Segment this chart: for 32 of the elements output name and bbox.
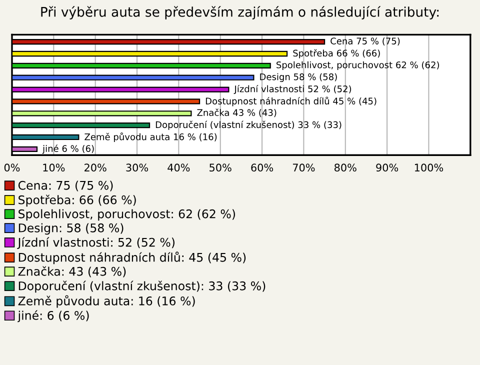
data-label: Země původu auta 16 % (16) [84, 132, 217, 142]
legend-label: Spotřeba: 66 (66 %) [18, 194, 136, 207]
legend-label: Design: 58 (58 %) [18, 223, 124, 235]
legend-label: Dostupnost náhradních dílů: 45 (45 %) [18, 252, 246, 264]
x-tick-label: 100% [414, 164, 444, 172]
legend-label: Značka: 43 (43 %) [18, 266, 126, 278]
legend-label: Doporučení (vlastní zkušenost): 33 (33 %) [18, 280, 266, 293]
legend-label: Cena: 75 (75 %) [18, 180, 113, 192]
legend-label: Země původu auta: 16 (16 %) [18, 295, 195, 308]
x-tick-label: 20% [84, 164, 106, 172]
x-tick-label: 30% [126, 164, 148, 172]
data-label: Spotřeba 66 % (66) [293, 49, 380, 58]
x-tick-label: 60% [251, 164, 274, 172]
data-label: jiné 6 % (6) [42, 144, 94, 154]
legend-label: Spolehlivost, poruchovost: 62 (62 %) [18, 209, 236, 221]
data-label: Spolehlivost, poruchovost 62 % (62) [276, 61, 439, 70]
data-label: Dostupnost náhradních dílů 45 % (45) [206, 96, 376, 106]
x-tick-label: 40% [168, 164, 190, 172]
chart-title: Při výběru auta se především zajímám o následující atributy: [41, 6, 439, 20]
x-tick-label: 0% [4, 164, 20, 172]
legend-label: jiné: 6 (6 %) [18, 310, 89, 322]
data-label: Jízdní vlastnosti 52 % (52) [234, 84, 352, 94]
data-label: Značka 43 % (43) [197, 108, 276, 118]
x-tick-label: 50% [210, 164, 232, 172]
data-label: Doporučení (vlastní zkušenost) 33 % (33) [156, 120, 342, 130]
x-tick-label: 80% [334, 164, 356, 172]
x-tick-label: 90% [376, 164, 398, 172]
x-tick-label: 10% [43, 164, 65, 172]
x-tick-label: 70% [292, 164, 315, 172]
legend-label: Jízdní vlastnosti: 52 (52 %) [17, 237, 174, 249]
data-label: Cena 75 % (75) [330, 37, 400, 46]
data-label: Design 58 % (58) [260, 73, 337, 82]
